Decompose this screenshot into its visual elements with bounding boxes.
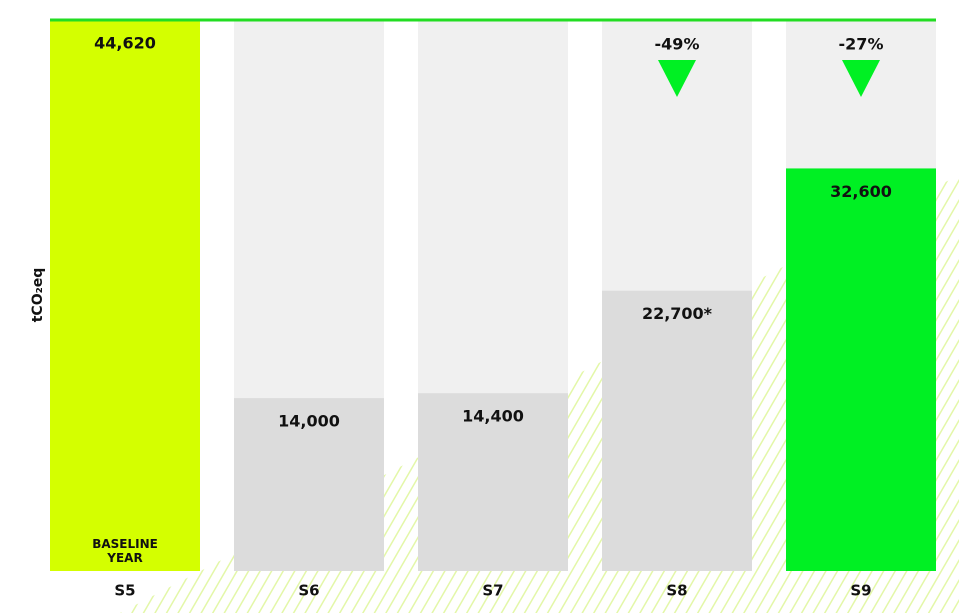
value-label: 44,620 (94, 34, 156, 53)
bar (602, 290, 752, 571)
down-arrow (658, 60, 696, 97)
bar (418, 393, 568, 571)
value-label: 14,000 (278, 412, 340, 431)
annotation: BASELINE YEAR (92, 537, 158, 565)
bar (50, 20, 200, 571)
x-tick-label: S8 (666, 582, 687, 600)
y-axis-label: tCO₂eq (30, 268, 46, 323)
bar (786, 168, 936, 571)
value-label: 14,400 (462, 407, 524, 426)
x-tick-label: S9 (850, 582, 871, 600)
value-label: 32,600 (830, 182, 892, 201)
x-tick-label: S7 (482, 582, 503, 600)
down-arrow (842, 60, 880, 97)
x-tick-label: S6 (298, 582, 319, 600)
annotation: -49% (655, 35, 700, 54)
bar (234, 398, 384, 571)
annotation: -27% (839, 35, 884, 54)
value-label: 22,700* (642, 304, 713, 323)
x-tick-label: S5 (114, 582, 135, 600)
